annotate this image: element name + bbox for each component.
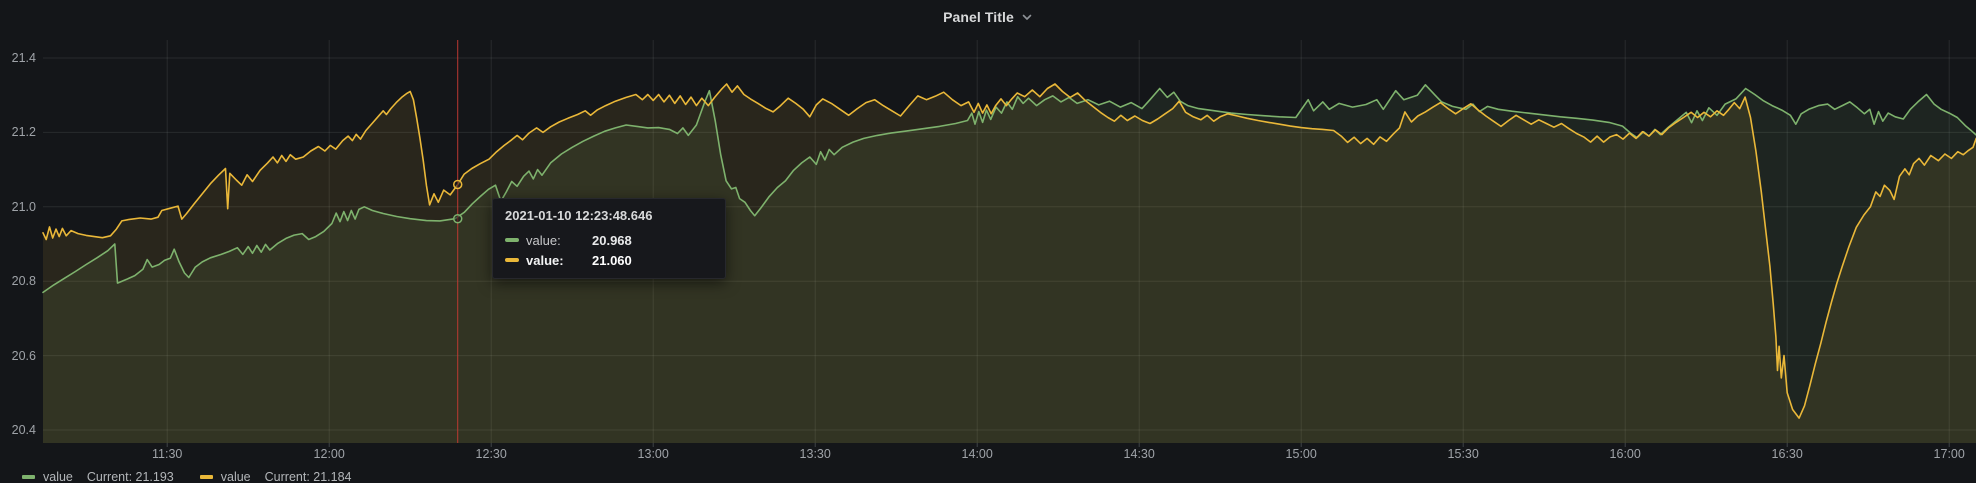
panel-title[interactable]: Panel Title — [943, 8, 1014, 25]
x-axis-label: 14:00 — [961, 447, 993, 461]
panel-header[interactable]: Panel Title — [0, 0, 1976, 33]
x-axis-label: 15:00 — [1285, 447, 1317, 461]
x-axis-label: 14:30 — [1123, 447, 1155, 461]
tooltip-series-label: value: — [526, 232, 561, 248]
legend-series-current: Current: 21.193 — [86, 470, 174, 483]
series-area-1 — [43, 84, 1976, 443]
tooltip-row-green: value: 20.968 — [505, 230, 713, 250]
legend-dash-yellow-icon[interactable] — [199, 475, 213, 479]
y-axis-label: 20.4 — [11, 423, 36, 437]
legend-series-name[interactable]: value — [43, 470, 73, 483]
chart-tooltip: 2021-01-10 12:23:48.646 value: 20.968 va… — [492, 198, 726, 279]
x-axis-label: 17:00 — [1933, 447, 1965, 461]
x-axis-label: 13:30 — [799, 447, 831, 461]
legend-series-current: Current: 21.184 — [264, 470, 352, 483]
series-line-0 — [42, 84, 1976, 294]
x-axis-label: 12:30 — [475, 447, 507, 461]
tooltip-timestamp: 2021-01-10 12:23:48.646 — [505, 208, 653, 223]
hover-point-marker — [452, 213, 463, 224]
x-axis-label: 13:00 — [637, 447, 669, 461]
chevron-down-icon[interactable] — [1021, 11, 1033, 23]
chart-legend: value Current: 21.193 value Current: 21.… — [22, 470, 378, 483]
y-axis-label: 21.4 — [11, 51, 36, 65]
x-axis-label: 16:30 — [1771, 447, 1803, 461]
series-swatch-yellow-icon — [505, 258, 519, 262]
y-axis-label: 21.0 — [11, 199, 36, 214]
legend-item-yellow: value Current: 21.184 — [199, 470, 352, 483]
tooltip-series-value: 20.968 — [592, 232, 632, 248]
y-axis-label: 20.8 — [11, 274, 36, 289]
x-axis-label: 11:30 — [152, 447, 183, 461]
tooltip-series-value: 21.060 — [592, 252, 632, 268]
x-axis-label: 16:00 — [1609, 447, 1641, 461]
x-axis-label: 15:30 — [1447, 447, 1479, 461]
x-axis-label: 12:00 — [313, 447, 345, 461]
hover-point-marker — [452, 179, 463, 190]
series-line-1 — [42, 83, 1976, 419]
series-swatch-green-icon — [505, 238, 519, 242]
tooltip-row-yellow: value: 21.060 — [505, 250, 713, 270]
legend-dash-green-icon[interactable] — [22, 475, 35, 479]
legend-item-green: value Current: 21.193 — [22, 470, 174, 483]
tooltip-series-label: value: — [526, 252, 564, 268]
legend-series-name[interactable]: value — [220, 470, 251, 483]
y-axis-label: 21.2 — [11, 125, 36, 140]
y-axis-label: 20.6 — [11, 348, 36, 363]
